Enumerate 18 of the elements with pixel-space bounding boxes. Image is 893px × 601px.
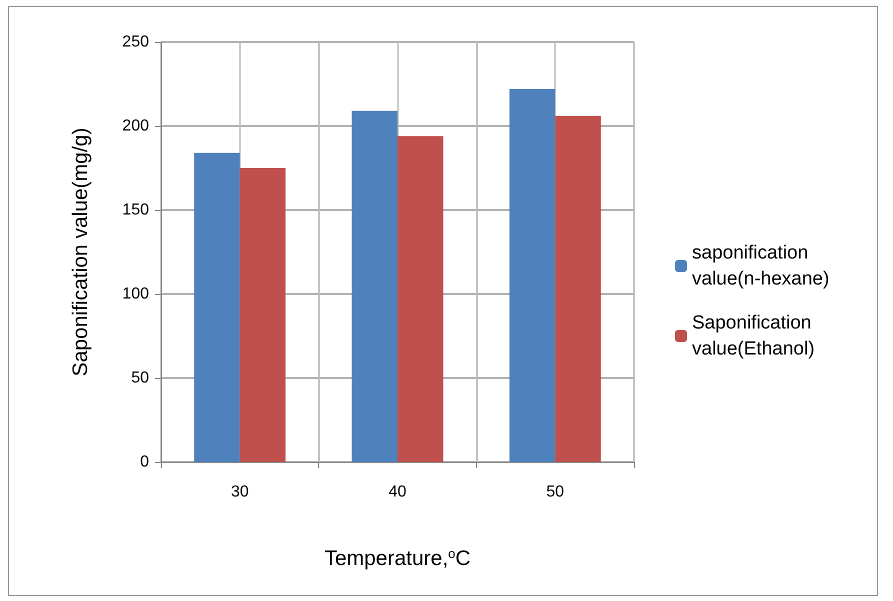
legend-label: saponification value(n-hexane)	[692, 242, 830, 290]
bar	[240, 168, 286, 462]
bar	[398, 136, 444, 462]
legend-label: Saponification value(Ethanol)	[692, 312, 817, 360]
x-tick-label: 40	[388, 484, 406, 500]
y-tick-label: 50	[131, 370, 150, 386]
y-tick-label: 150	[122, 202, 150, 218]
y-axis-title: Saponification value(mg/g)	[69, 128, 92, 376]
bar	[194, 152, 240, 462]
x-tick-label: 50	[546, 484, 564, 500]
bar	[509, 89, 556, 462]
y-tick-label: 200	[122, 118, 150, 134]
x-tick-label: 30	[230, 484, 249, 500]
y-tick-label: 0	[140, 454, 150, 470]
y-tick-label: 250	[122, 34, 150, 50]
bar	[555, 116, 601, 462]
bar	[352, 110, 398, 462]
y-tick-label: 100	[122, 286, 150, 302]
